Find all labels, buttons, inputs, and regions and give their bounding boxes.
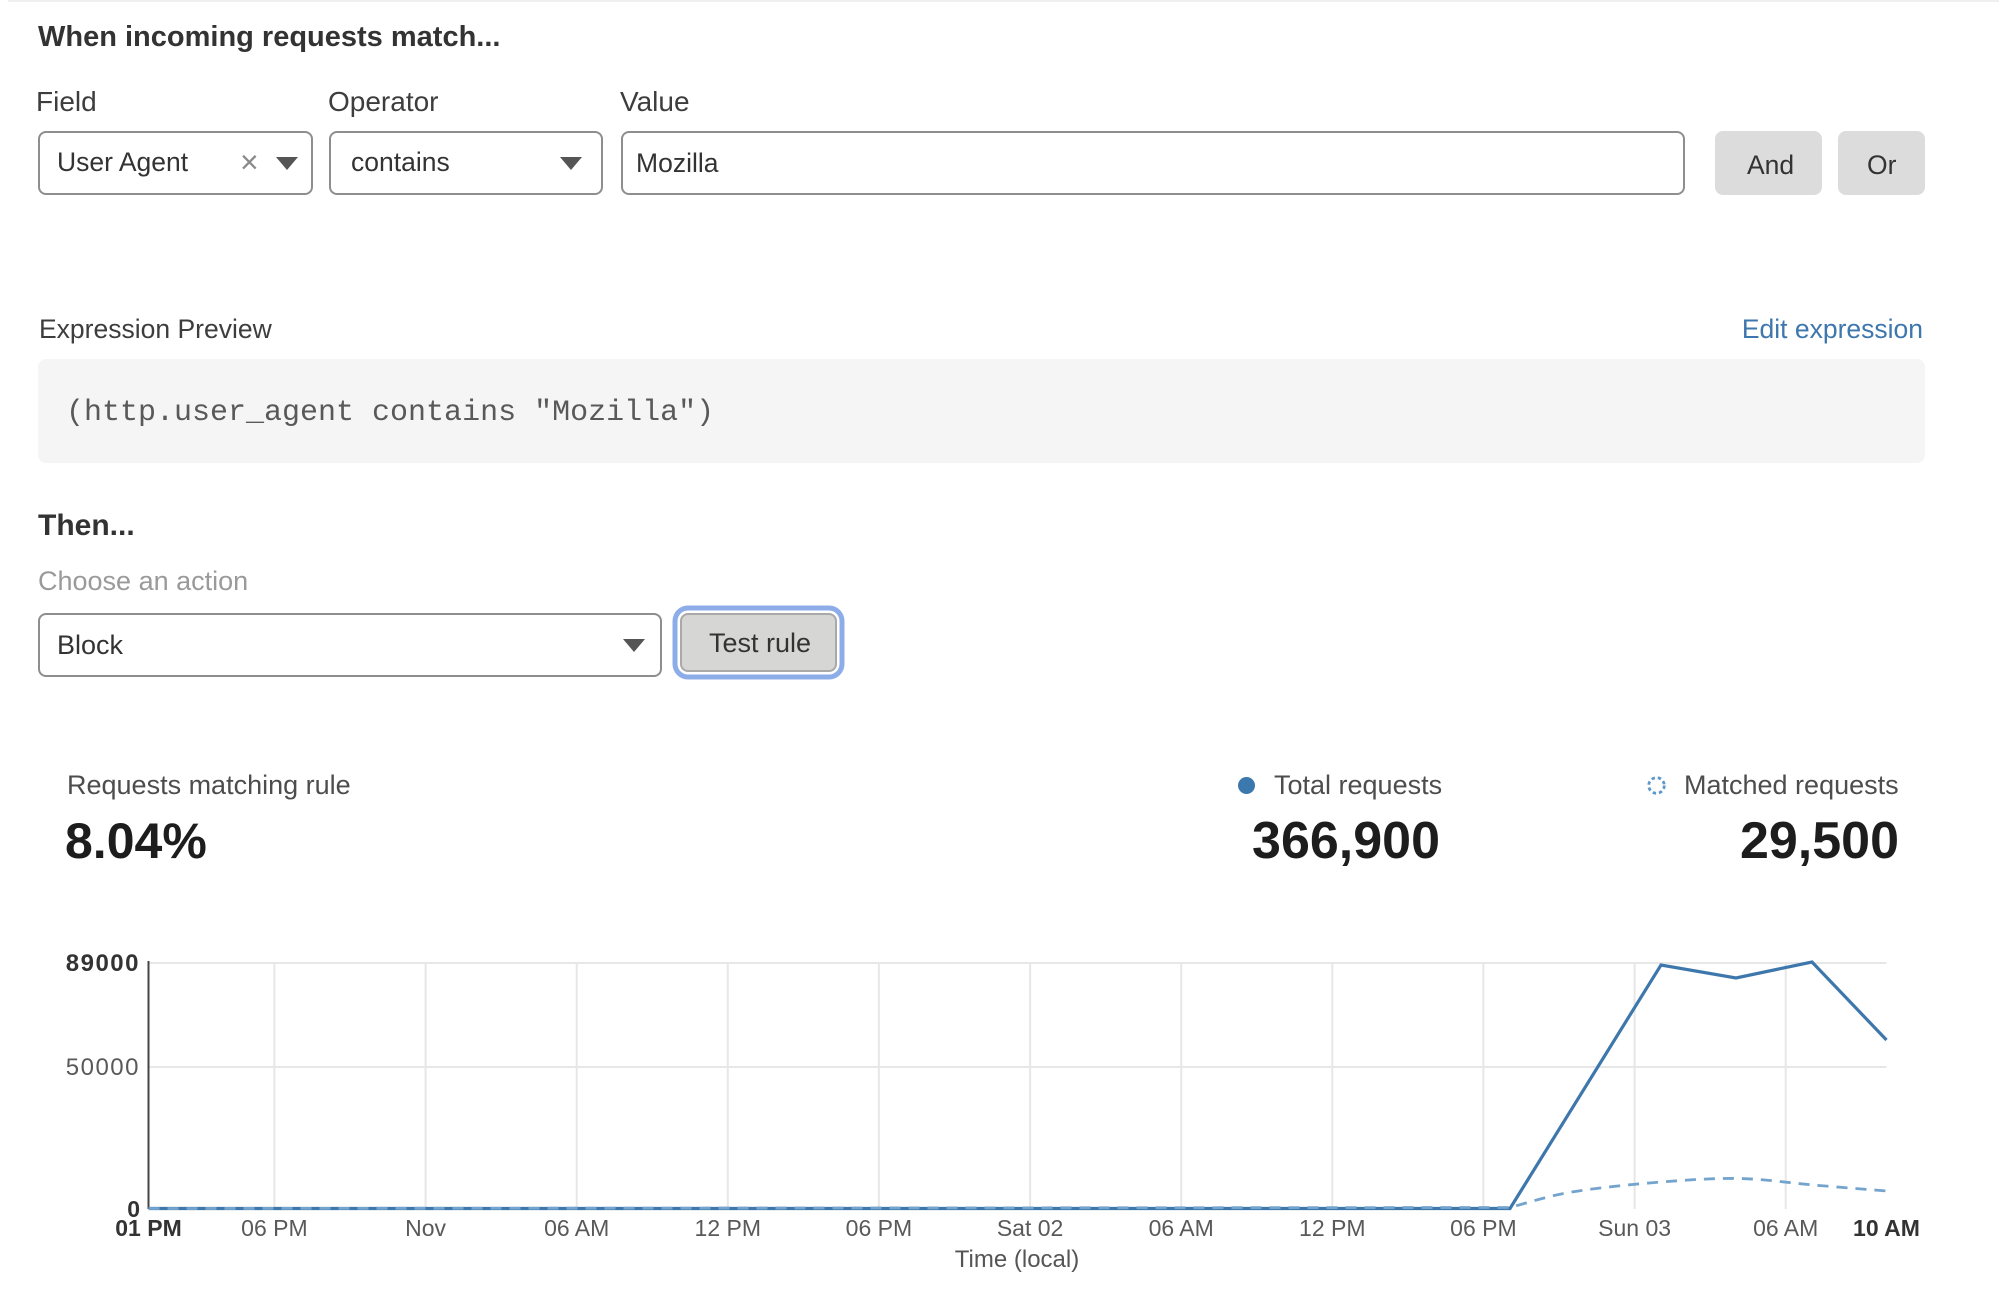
svg-text:89000: 89000 [66,950,140,977]
svg-text:06 AM: 06 AM [1753,1215,1818,1241]
svg-text:06 AM: 06 AM [1149,1215,1214,1241]
svg-text:01 PM: 01 PM [115,1215,181,1241]
svg-text:50000: 50000 [66,1054,140,1081]
svg-text:Sun 03: Sun 03 [1598,1215,1671,1241]
svg-text:10 AM: 10 AM [1853,1215,1920,1241]
svg-text:Sat 02: Sat 02 [997,1215,1064,1241]
svg-text:06 PM: 06 PM [846,1215,912,1241]
svg-text:06 AM: 06 AM [544,1215,609,1241]
svg-text:12 PM: 12 PM [695,1215,761,1241]
svg-text:06 PM: 06 PM [1450,1215,1516,1241]
svg-text:06 PM: 06 PM [241,1215,307,1241]
svg-text:12 PM: 12 PM [1299,1215,1365,1241]
svg-text:Nov: Nov [405,1215,446,1241]
svg-text:0: 0 [127,1196,140,1222]
svg-text:Time (local): Time (local) [955,1246,1079,1273]
